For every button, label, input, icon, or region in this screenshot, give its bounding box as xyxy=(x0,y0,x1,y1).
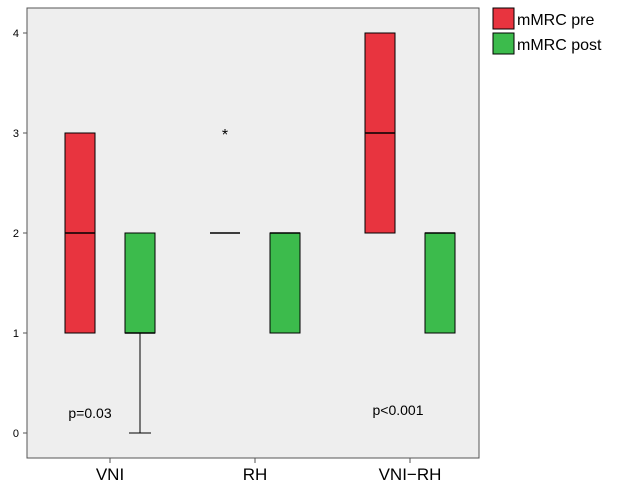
legend: mMRC pre mMRC post xyxy=(492,7,602,55)
legend-entry: mMRC post xyxy=(517,37,602,54)
box-groups: * xyxy=(64,32,456,434)
box-mmrc-post-0 xyxy=(124,232,156,434)
legend-swatch xyxy=(492,32,515,55)
y-tick-label: 4 xyxy=(13,28,19,40)
box-mmrc-pre-1: * xyxy=(210,127,240,234)
outlier-point: * xyxy=(222,127,228,144)
y-tick-label: 1 xyxy=(13,328,19,340)
x-axis: VNI RH VNI−RH xyxy=(96,458,442,484)
box-mmrc-pre-2 xyxy=(364,32,396,234)
box-body xyxy=(124,232,156,334)
x-category-label: RH xyxy=(243,465,268,484)
box-mmrc-pre-0 xyxy=(64,132,96,334)
x-category-label: VNI−RH xyxy=(379,465,442,484)
y-axis: 0 1 2 3 4 xyxy=(13,28,27,440)
legend-entry: mMRC pre xyxy=(517,12,594,29)
y-tick-label: 2 xyxy=(13,228,19,240)
p-value-annotation: p<0.001 xyxy=(373,402,424,418)
box-body xyxy=(269,232,301,334)
legend-swatch xyxy=(492,7,515,30)
x-category-label: VNI xyxy=(96,465,124,484)
box-body xyxy=(424,232,456,334)
p-value-annotation: p=0.03 xyxy=(68,405,111,421)
box-mmrc-post-1 xyxy=(269,232,301,334)
y-tick-label: 3 xyxy=(13,128,19,140)
annotations: p=0.03 p<0.001 xyxy=(68,402,423,421)
box-mmrc-post-2 xyxy=(424,232,456,334)
plot-area xyxy=(26,7,480,459)
y-tick-label: 0 xyxy=(13,428,19,440)
